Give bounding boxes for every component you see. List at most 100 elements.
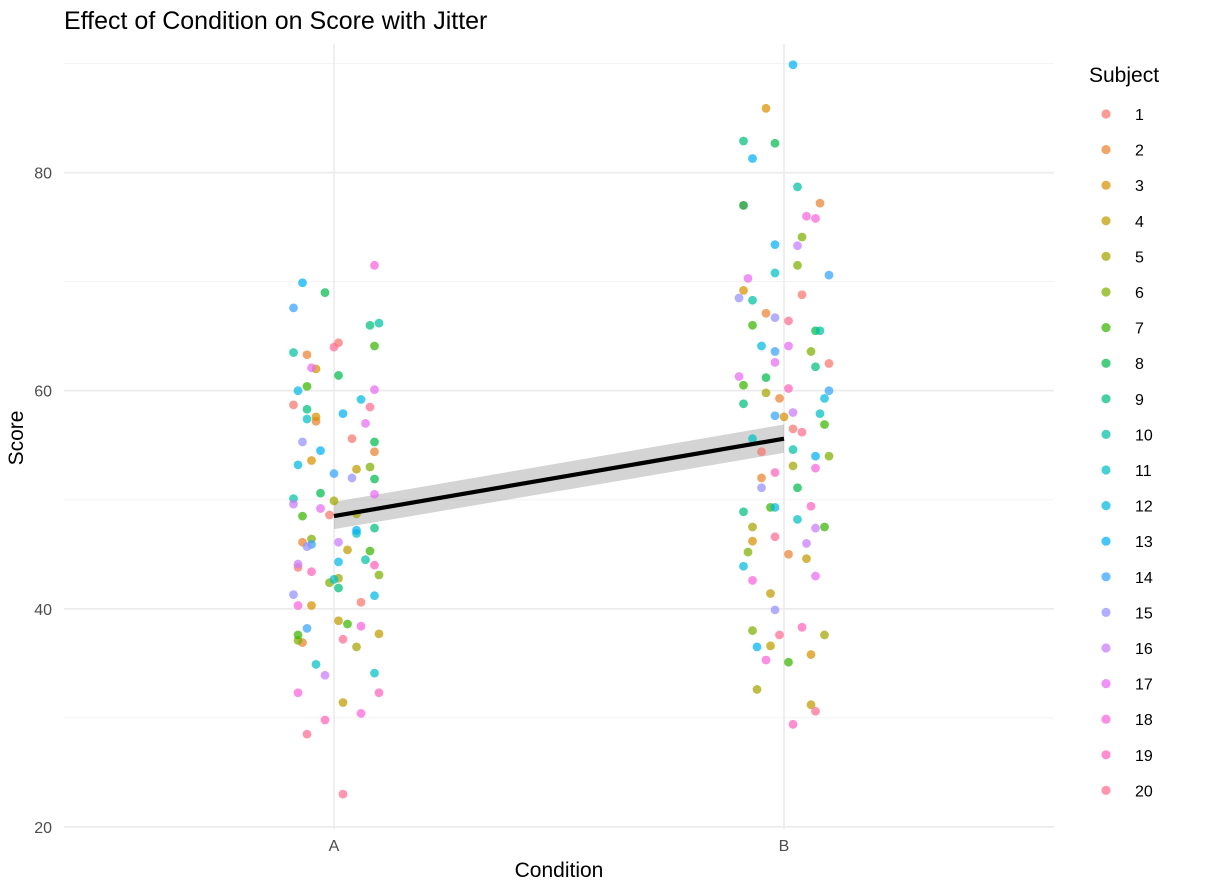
legend-label: 7 (1135, 321, 1144, 338)
data-point (734, 372, 744, 381)
data-point (329, 342, 339, 352)
legend-label: 16 (1135, 641, 1153, 658)
data-point (370, 385, 379, 395)
data-point (757, 473, 766, 483)
data-point (779, 412, 789, 422)
legend-key (1101, 251, 1111, 261)
data-point (824, 386, 834, 396)
data-point (370, 591, 379, 601)
data-point (775, 630, 784, 640)
legend-key (1101, 607, 1111, 618)
data-point (293, 559, 303, 569)
y-tick-labels: 20 40 60 80 (34, 166, 52, 837)
data-point (743, 274, 753, 283)
data-point (370, 489, 379, 499)
legend-key (1101, 536, 1111, 546)
legend-key (1101, 216, 1111, 226)
legend-key (1101, 501, 1111, 511)
data-point (352, 464, 361, 474)
legend-label: 11 (1135, 463, 1152, 480)
data-point (334, 537, 343, 547)
data-point (811, 451, 820, 461)
data-point (293, 688, 303, 698)
y-tick-label: 60 (34, 384, 52, 401)
data-point (739, 507, 748, 517)
data-point (343, 545, 352, 555)
data-point (739, 399, 748, 409)
legend-key (1101, 287, 1111, 297)
data-point (356, 395, 366, 404)
data-point (338, 698, 348, 707)
data-point (748, 522, 757, 532)
data-point (811, 463, 820, 473)
data-point (784, 384, 793, 393)
data-point (352, 525, 361, 535)
data-point (815, 326, 825, 336)
y-tick-label: 80 (34, 166, 52, 183)
data-point (343, 619, 352, 629)
x-tick-label: A (329, 838, 340, 855)
x-axis-title: Condition (515, 859, 604, 882)
legend-key (1101, 429, 1111, 439)
legend-label: 1 (1135, 107, 1144, 124)
data-point (739, 286, 748, 295)
data-point (793, 483, 802, 493)
data-point (307, 456, 316, 465)
data-point (361, 419, 370, 428)
data-point (334, 371, 343, 380)
data-point (770, 138, 780, 148)
legend-label: 2 (1135, 143, 1144, 160)
x-tick-label: B (779, 838, 790, 855)
data-point (320, 715, 330, 725)
data-point (806, 650, 816, 659)
data-point (289, 499, 298, 509)
data-point (766, 589, 775, 598)
data-point (788, 408, 798, 417)
legend-label: 8 (1135, 356, 1144, 373)
data-point (302, 729, 312, 739)
legend-label: 13 (1135, 534, 1153, 551)
data-point (329, 496, 339, 506)
data-point (757, 341, 766, 351)
data-point (770, 357, 780, 367)
data-point (370, 260, 379, 270)
data-point (307, 363, 316, 373)
data-point (770, 532, 780, 542)
data-point (374, 629, 384, 639)
data-point (748, 154, 757, 163)
data-point (761, 655, 771, 665)
data-point (811, 214, 820, 223)
data-point (320, 670, 330, 680)
legend-title: Subject (1089, 64, 1159, 87)
data-point (356, 709, 366, 718)
data-point (316, 504, 325, 513)
data-point (739, 561, 748, 571)
data-point (748, 626, 757, 635)
data-point (815, 198, 825, 208)
data-point (356, 597, 366, 607)
trend-line (333, 436, 785, 519)
legend-label: 15 (1135, 605, 1153, 622)
data-point (370, 668, 379, 678)
data-point (761, 308, 771, 318)
legend-label: 6 (1135, 285, 1144, 302)
data-point (793, 182, 802, 192)
data-point (797, 622, 807, 632)
legend-key (1101, 358, 1111, 368)
data-point (784, 341, 793, 351)
data-point (770, 313, 780, 323)
data-point (784, 657, 793, 667)
data-point (370, 523, 379, 533)
legend-label: 18 (1135, 712, 1153, 729)
legend-key (1101, 714, 1111, 724)
data-point (743, 547, 753, 557)
data-point (752, 685, 762, 694)
y-tick-label: 20 (34, 820, 52, 837)
data-point (770, 268, 780, 278)
legend-label: 14 (1135, 570, 1153, 587)
data-point (815, 409, 825, 419)
data-point (329, 574, 339, 584)
data-point (802, 211, 811, 221)
data-point (775, 393, 784, 403)
